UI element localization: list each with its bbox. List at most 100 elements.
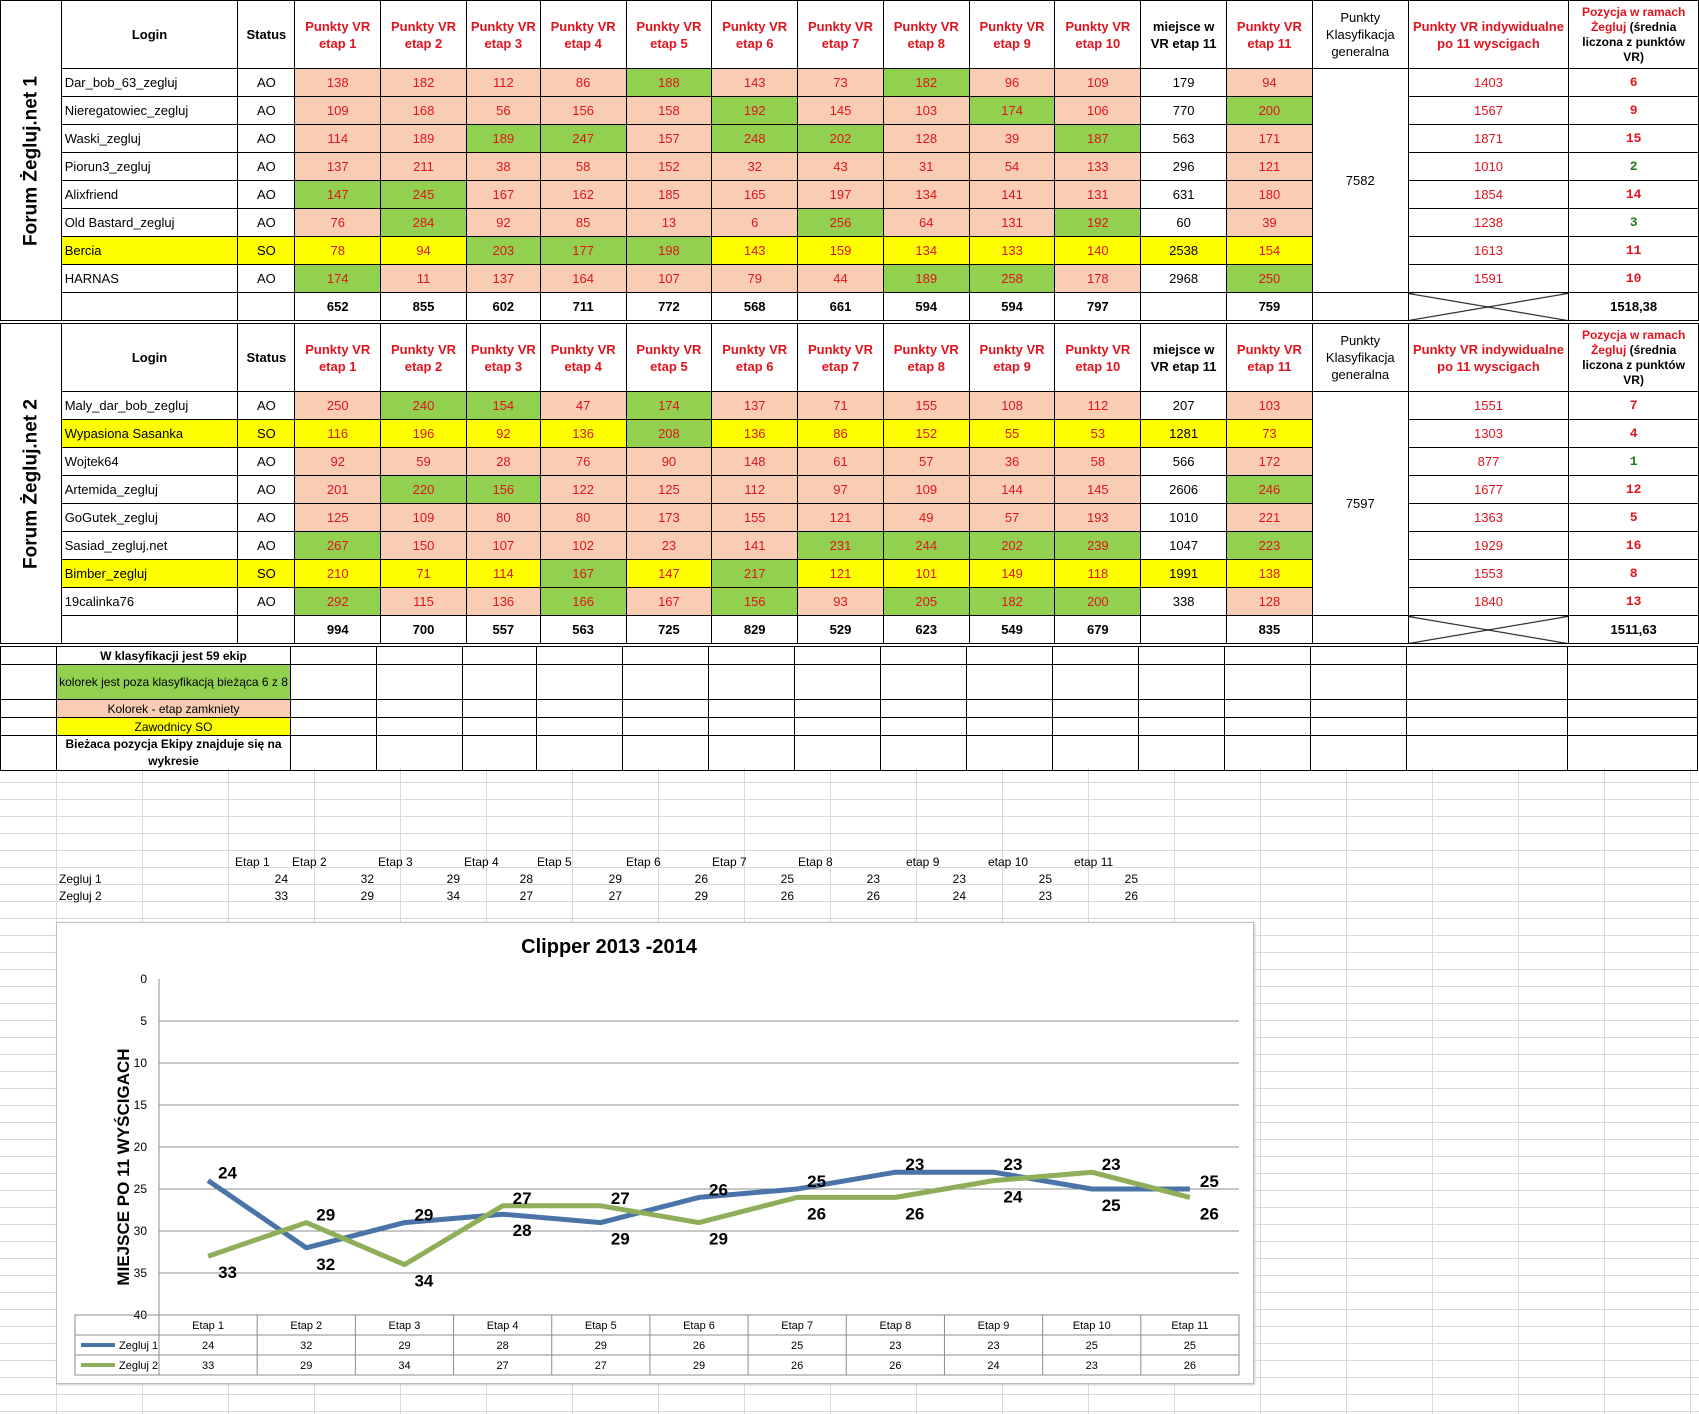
table-value: 29: [398, 1340, 410, 1352]
status-cell: AO: [237, 264, 296, 293]
table-value: 26: [889, 1360, 901, 1372]
data-label: 25: [807, 1172, 826, 1191]
login-cell: Artemida_zegluj: [60, 475, 239, 504]
stage-points-cell: 109: [380, 503, 467, 532]
series-line-2: [207, 1169, 1191, 1268]
stage-points-cell: 187: [1054, 124, 1142, 153]
stage-points-cell: 189: [465, 124, 541, 153]
stage-points-cell: 80: [539, 503, 627, 532]
table-value: 29: [300, 1360, 312, 1372]
stage11-points-cell: 121: [1226, 152, 1313, 181]
individual-points-cell: 1613: [1407, 236, 1570, 265]
mini-header: etap 9: [906, 855, 940, 869]
mini-header: Etap 1: [235, 855, 270, 869]
y-axis-label: MIEJSCE PO 11 WYŚCIGACH: [114, 1048, 133, 1285]
mini-value: 29: [608, 872, 622, 886]
header-stage-6: Punkty VR etap 6: [711, 0, 799, 69]
x-category-label: Etap 5: [585, 1320, 617, 1332]
place-cell: 563: [1140, 124, 1228, 153]
total-cell: 759: [1226, 292, 1313, 321]
mini-value: 26: [694, 872, 708, 886]
login-cell: Nieregatowiec_zegluj: [60, 96, 239, 125]
legend-yellow: Zawodnicy SO: [56, 717, 291, 736]
status-cell: AO: [237, 152, 296, 181]
stage-points-cell: 59: [380, 447, 467, 476]
position-cell: 1: [1568, 447, 1699, 476]
stage-points-cell: 103: [882, 96, 970, 125]
login-cell: Bercia: [60, 236, 239, 265]
stage-points-cell: 57: [968, 503, 1056, 532]
stage-points-cell: 167: [539, 559, 627, 588]
stage-points-cell: 144: [968, 475, 1056, 504]
data-label: 29: [316, 1206, 335, 1225]
team-average: 1511,63: [1568, 615, 1699, 644]
header-position-note: (średnia liczona z punktów VR): [1582, 19, 1685, 64]
stage-points-cell: 211: [380, 152, 467, 181]
data-label: 28: [513, 1221, 532, 1240]
status-cell: SO: [237, 559, 296, 588]
stage-points-cell: 97: [797, 475, 884, 504]
y-tick-label: 5: [140, 1014, 147, 1028]
stage-points-cell: 138: [294, 68, 382, 97]
stage-points-cell: 125: [625, 475, 713, 504]
stage-points-cell: 36: [968, 447, 1056, 476]
stage-points-cell: 76: [539, 447, 627, 476]
header-stage-7: Punkty VR etap 7: [797, 323, 884, 392]
stage-points-cell: 177: [539, 236, 627, 265]
login-cell: HARNAS: [60, 264, 239, 293]
total-cell: 602: [465, 292, 541, 321]
stage-points-cell: 284: [380, 208, 467, 237]
total-cell: [1140, 292, 1228, 321]
stage-points-cell: 136: [539, 419, 627, 448]
legend-block: W klasyfikacji jest 59 ekip kolorek jest…: [0, 646, 1699, 771]
totals-row: 994 700 557 563 725 829 529 623 549 679 835 1511,63: [1, 615, 1699, 644]
individual-points-cell: 1567: [1407, 96, 1570, 125]
legend-table: W klasyfikacji jest 59 ekip kolorek jest…: [0, 646, 1698, 771]
x-category-label: Etap 6: [683, 1320, 715, 1332]
table-value: 23: [889, 1340, 901, 1352]
total-cell: 711: [539, 292, 627, 321]
header-stage-8: Punkty VR etap 8: [882, 0, 970, 69]
table-row: Old Bastard_zegluj AO 76 284 92 85 13 6 256 64 131…: [1, 208, 1699, 237]
place-cell: 60: [1140, 208, 1228, 237]
stage-points-cell: 44: [797, 264, 884, 293]
place-cell: 338: [1140, 587, 1228, 616]
login-cell: Old Bastard_zegluj: [60, 208, 239, 237]
data-label: 26: [905, 1204, 924, 1223]
header-stage-8: Punkty VR etap 8: [882, 323, 970, 392]
stage-points-cell: 128: [882, 124, 970, 153]
stage-points-cell: 28: [465, 447, 541, 476]
stage-points-cell: 202: [797, 124, 884, 153]
x-category-label: Etap 3: [389, 1320, 421, 1332]
stage-points-cell: 182: [968, 587, 1056, 616]
mini-value: 26: [780, 889, 794, 903]
stage11-points-cell: 128: [1226, 587, 1313, 616]
team-block-1: Forum Żegluj.net 1 Login Status Punkty VR e…: [0, 0, 1699, 323]
mini-value: 25: [1038, 872, 1052, 886]
legend-spacer: [0, 646, 57, 665]
stage-points-cell: 148: [711, 447, 799, 476]
y-tick-label: 20: [134, 1140, 148, 1154]
stage-points-cell: 108: [968, 391, 1056, 420]
mini-value: 27: [519, 889, 533, 903]
stage-points-cell: 109: [1054, 68, 1142, 97]
table-value: 28: [497, 1340, 509, 1352]
table-row: 19calinka76 AO 292 115 136 166 167 156 93 205 182 2…: [1, 587, 1699, 616]
line-chart: Clipper 2013 -2014 MIEJSCE PO 11 WYŚCIGAC…: [74, 936, 1240, 1376]
x-category-label: Etap 7: [781, 1320, 813, 1332]
header-stage-7: Punkty VR etap 7: [797, 0, 884, 69]
data-label: 26: [709, 1180, 728, 1199]
status-cell: AO: [237, 587, 296, 616]
position-cell: 12: [1568, 475, 1699, 504]
stage-points-cell: 80: [465, 503, 541, 532]
stage11-points-cell: 94: [1226, 68, 1313, 97]
stage-points-cell: 192: [1054, 208, 1142, 237]
stage-points-cell: 131: [1054, 180, 1142, 209]
status-cell: AO: [237, 96, 296, 125]
header-position: Pozycja w ramach Żegluj (średnia liczona…: [1568, 0, 1699, 69]
total-cell: 700: [380, 615, 467, 644]
stage-points-cell: 185: [625, 180, 713, 209]
data-label: 34: [414, 1272, 433, 1291]
data-label: 27: [513, 1189, 532, 1208]
status-cell: AO: [237, 180, 296, 209]
